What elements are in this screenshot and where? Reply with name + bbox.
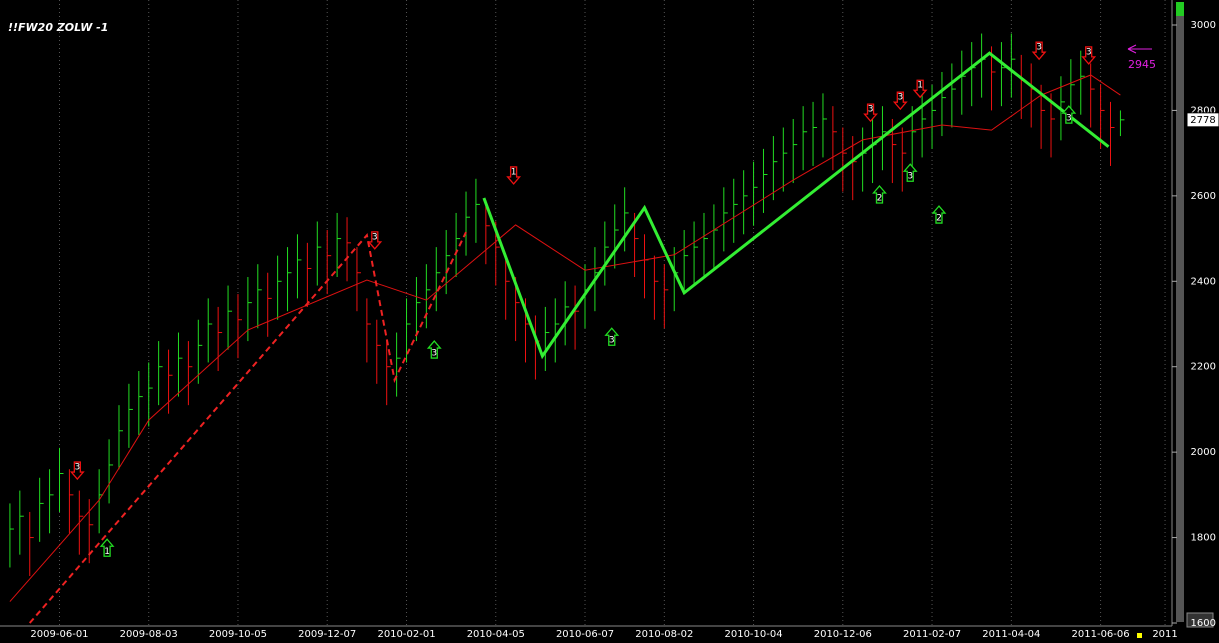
y-tick-label: 2400 bbox=[1191, 276, 1216, 287]
x-tick-label: 2010-08-02 bbox=[635, 629, 693, 640]
signal-label: 3 bbox=[1066, 114, 1072, 124]
scrollbar-thumb[interactable] bbox=[1176, 2, 1184, 16]
scrollbar[interactable] bbox=[1176, 2, 1184, 622]
signal-label: 3 bbox=[1086, 47, 1092, 57]
x-tick-label: 2011 bbox=[1152, 629, 1177, 640]
x-tick-label: 2011-04-04 bbox=[982, 629, 1040, 640]
signal-label: 3 bbox=[74, 463, 80, 473]
signal-arrow bbox=[69, 461, 85, 481]
signal-arrow bbox=[872, 185, 887, 204]
signal-label: 3 bbox=[907, 172, 913, 182]
signal-label: 1 bbox=[104, 547, 110, 557]
x-tick-label: 2010-10-04 bbox=[724, 629, 782, 640]
signal-arrow bbox=[367, 231, 383, 250]
last-price-label: 2778 bbox=[1190, 115, 1215, 126]
signal-arrow bbox=[1081, 46, 1097, 65]
x-tick-label: 2011-02-07 bbox=[903, 629, 961, 640]
signal-arrow bbox=[931, 205, 947, 224]
x-tick-label: 2010-02-01 bbox=[377, 629, 435, 640]
signal-arrow bbox=[912, 79, 928, 99]
signal-arrow bbox=[863, 103, 878, 123]
y-tick-label: 1600 bbox=[1191, 618, 1216, 629]
annotation: 2945 bbox=[1128, 58, 1156, 71]
y-tick-label: 2600 bbox=[1191, 191, 1216, 202]
marker bbox=[1137, 633, 1142, 638]
signal-label: 3 bbox=[609, 336, 615, 346]
moving-average bbox=[9, 74, 1121, 602]
x-tick-label: 2009-08-03 bbox=[120, 629, 178, 640]
signal-arrow bbox=[99, 538, 115, 557]
signal-label: 3 bbox=[372, 232, 378, 242]
y-tick-label: 2800 bbox=[1191, 105, 1216, 116]
signal-label: 3 bbox=[897, 93, 903, 103]
signal-label: 1 bbox=[511, 167, 517, 177]
signal-arrow bbox=[426, 340, 442, 359]
signal-label: 2 bbox=[936, 214, 942, 224]
signal-arrow bbox=[902, 163, 918, 182]
signal-arrow bbox=[892, 91, 908, 111]
y-tick-label: 3000 bbox=[1191, 20, 1216, 31]
x-tick-label: 2009-06-01 bbox=[30, 629, 88, 640]
signal-label: 3 bbox=[1036, 43, 1042, 53]
x-tick-label: 2010-04-05 bbox=[467, 629, 525, 640]
y-tick-label: 2200 bbox=[1191, 362, 1216, 373]
signal-label: 3 bbox=[868, 105, 874, 115]
x-tick-label: 2011-06-06 bbox=[1072, 629, 1130, 640]
x-tick-label: 2010-12-06 bbox=[814, 629, 872, 640]
x-tick-label: 2009-10-05 bbox=[209, 629, 267, 640]
signal-label: 3 bbox=[431, 349, 437, 359]
annotation-arrow bbox=[1127, 44, 1152, 54]
chart-title: !!FW20 ZOLW -1 bbox=[8, 21, 108, 34]
y-tick-label: 2000 bbox=[1191, 447, 1216, 458]
x-tick-label: 2010-06-07 bbox=[556, 629, 614, 640]
zigzag-dashed bbox=[28, 231, 467, 624]
tf-button[interactable] bbox=[1186, 612, 1214, 628]
signal-arrow bbox=[604, 327, 620, 346]
y-tick-label: 1800 bbox=[1191, 533, 1216, 544]
signal-label: 2 bbox=[877, 194, 883, 204]
signal-arrow bbox=[1031, 41, 1047, 61]
signal-label: 1 bbox=[917, 81, 923, 91]
signal-arrow bbox=[1061, 105, 1077, 124]
signal-arrow bbox=[506, 166, 522, 185]
zigzag bbox=[482, 51, 1110, 360]
x-tick-label: 2009-12-07 bbox=[298, 629, 356, 640]
last-price-box bbox=[1186, 112, 1219, 128]
